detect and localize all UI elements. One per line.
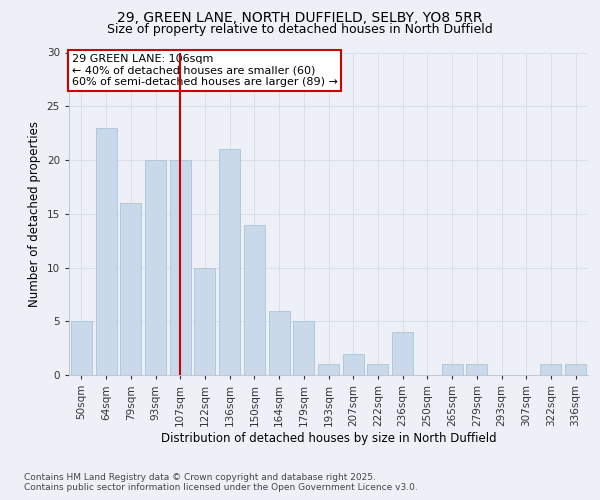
Bar	[120, 203, 141, 375]
Text: Size of property relative to detached houses in North Duffield: Size of property relative to detached ho…	[107, 22, 493, 36]
Bar	[219, 149, 240, 375]
Bar	[466, 364, 487, 375]
Bar	[244, 224, 265, 375]
Bar	[318, 364, 339, 375]
Bar	[194, 268, 215, 375]
X-axis label: Distribution of detached houses by size in North Duffield: Distribution of detached houses by size …	[161, 432, 496, 444]
Bar	[565, 364, 586, 375]
Bar	[71, 322, 92, 375]
Text: 29 GREEN LANE: 106sqm
← 40% of detached houses are smaller (60)
60% of semi-deta: 29 GREEN LANE: 106sqm ← 40% of detached …	[71, 54, 337, 88]
Bar	[269, 310, 290, 375]
Bar	[442, 364, 463, 375]
Bar	[95, 128, 116, 375]
Text: 29, GREEN LANE, NORTH DUFFIELD, SELBY, YO8 5RR: 29, GREEN LANE, NORTH DUFFIELD, SELBY, Y…	[117, 12, 483, 26]
Text: Contains HM Land Registry data © Crown copyright and database right 2025.
Contai: Contains HM Land Registry data © Crown c…	[24, 472, 418, 492]
Bar	[541, 364, 562, 375]
Bar	[367, 364, 388, 375]
Bar	[392, 332, 413, 375]
Bar	[343, 354, 364, 375]
Bar	[293, 322, 314, 375]
Bar	[145, 160, 166, 375]
Y-axis label: Number of detached properties: Number of detached properties	[28, 120, 41, 306]
Bar	[170, 160, 191, 375]
